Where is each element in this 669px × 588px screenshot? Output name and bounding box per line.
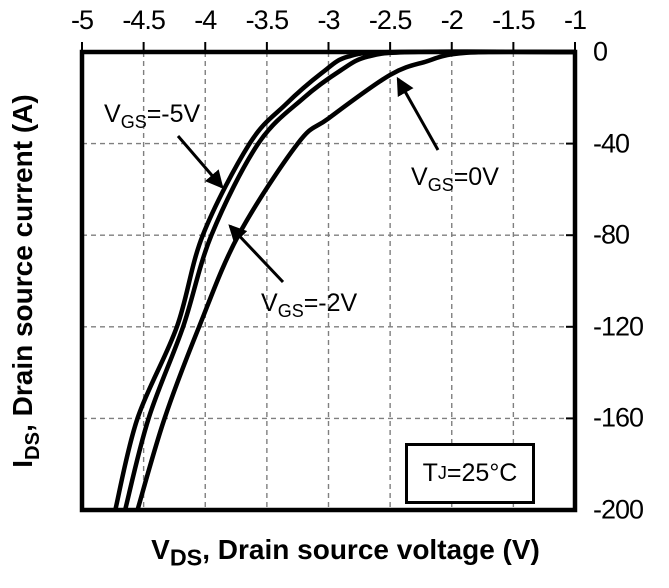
label-value: =25°C (446, 459, 518, 487)
label-subscript: GS (277, 301, 304, 321)
plot-border (79, 49, 578, 513)
x-tick-label: -1.5 (492, 5, 536, 35)
y-tick-label: -160 (593, 402, 644, 433)
axis-subscript: DS (169, 544, 203, 571)
curve-label-vgs-minus5: VGS=-5V (104, 100, 200, 133)
label-value: =-5V (146, 100, 201, 128)
curve-vgs-0v (135, 49, 576, 512)
y-tick-label: -80 (593, 219, 630, 250)
x-tick-label: -4.5 (122, 5, 166, 35)
axis-symbol: V (151, 534, 170, 565)
x-tick-label: -2 (440, 5, 464, 35)
y-tick-label: -40 (593, 128, 630, 159)
x-tick-label: -5 (70, 5, 94, 35)
label-subscript: GS (427, 175, 454, 195)
x-tick-label: -3.5 (245, 5, 290, 35)
x-tick-label: -3 (317, 5, 340, 35)
gridlines (82, 52, 575, 510)
label-subscript: GS (120, 112, 147, 132)
axis-subscript: DS (21, 431, 44, 460)
annotation-arrow (396, 76, 440, 151)
y-axis-title: IDS, Drain source current (A) (7, 94, 45, 467)
axis-text: , Drain source current (A) (7, 94, 39, 432)
y-tick-label: -120 (593, 311, 644, 342)
y-tick-label: 0 (593, 36, 608, 67)
label-subscript: J (437, 463, 447, 483)
axis-text: , Drain source voltage (V) (202, 534, 540, 565)
x-tick-label: -2.5 (368, 5, 413, 35)
x-tick-label: -4 (194, 5, 217, 35)
label-symbol: T (422, 459, 438, 487)
x-axis-title: VDS, Drain source voltage (V) (0, 534, 669, 572)
y-tick-label: -200 (593, 494, 644, 525)
curve-label-vgs-zero: VGS=0V (411, 163, 499, 196)
annotation-arrow (176, 135, 224, 189)
axis-symbol: I (7, 459, 39, 468)
annotation-arrow (228, 224, 285, 284)
label-value: =-2V (303, 289, 358, 317)
curve-label-vgs-minus2: VGS=-2V (261, 289, 357, 322)
label-symbol: V (411, 163, 428, 191)
junction-temperature-box: T J =25°C (405, 443, 535, 504)
annotation-arrows (176, 76, 440, 284)
label-value: =0V (453, 163, 499, 191)
x-tick-label: -1 (563, 5, 587, 35)
label-symbol: V (261, 289, 278, 317)
label-symbol: V (104, 100, 121, 128)
